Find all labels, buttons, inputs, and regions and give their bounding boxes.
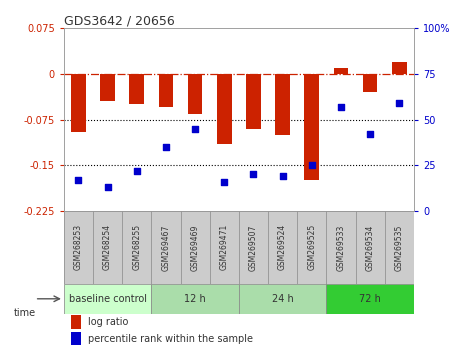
Point bbox=[250, 172, 257, 177]
Bar bbox=[246, 74, 261, 129]
Text: time: time bbox=[14, 308, 36, 318]
Bar bbox=[326, 284, 414, 314]
Text: GSM269507: GSM269507 bbox=[249, 224, 258, 270]
Bar bbox=[275, 74, 290, 135]
Bar bbox=[305, 74, 319, 181]
Text: GSM268253: GSM268253 bbox=[74, 224, 83, 270]
Text: percentile rank within the sample: percentile rank within the sample bbox=[88, 333, 254, 344]
Point bbox=[104, 184, 112, 190]
Bar bbox=[71, 332, 81, 345]
Point bbox=[308, 162, 315, 168]
Text: GSM269525: GSM269525 bbox=[307, 224, 316, 270]
Text: GSM269535: GSM269535 bbox=[395, 224, 404, 270]
Bar bbox=[151, 284, 239, 314]
Bar bbox=[158, 74, 173, 107]
Text: GSM268254: GSM268254 bbox=[103, 224, 112, 270]
Bar bbox=[239, 284, 326, 314]
Point bbox=[133, 168, 140, 173]
Text: 24 h: 24 h bbox=[272, 294, 293, 304]
Point bbox=[366, 131, 374, 137]
Point bbox=[279, 173, 286, 179]
Text: GSM269533: GSM269533 bbox=[336, 224, 345, 270]
Bar bbox=[71, 315, 81, 329]
Text: GDS3642 / 20656: GDS3642 / 20656 bbox=[64, 14, 175, 27]
Point bbox=[395, 100, 403, 106]
Point bbox=[162, 144, 170, 150]
Text: 72 h: 72 h bbox=[359, 294, 381, 304]
Text: GSM268255: GSM268255 bbox=[132, 224, 141, 270]
Text: GSM269471: GSM269471 bbox=[220, 224, 229, 270]
Text: baseline control: baseline control bbox=[69, 294, 147, 304]
Text: GSM269524: GSM269524 bbox=[278, 224, 287, 270]
Bar bbox=[333, 68, 348, 74]
Bar bbox=[64, 284, 151, 314]
Bar bbox=[100, 74, 115, 101]
Point bbox=[75, 177, 82, 183]
Point bbox=[191, 126, 199, 132]
Bar bbox=[188, 74, 202, 114]
Bar bbox=[392, 62, 407, 74]
Text: GSM269469: GSM269469 bbox=[191, 224, 200, 270]
Point bbox=[337, 104, 345, 110]
Text: log ratio: log ratio bbox=[88, 317, 129, 327]
Bar bbox=[217, 74, 232, 144]
Point bbox=[220, 179, 228, 184]
Text: GSM269534: GSM269534 bbox=[366, 224, 375, 270]
Text: GSM269467: GSM269467 bbox=[161, 224, 170, 270]
Bar bbox=[71, 74, 86, 132]
Bar bbox=[130, 74, 144, 104]
Bar bbox=[363, 74, 377, 92]
Text: 12 h: 12 h bbox=[184, 294, 206, 304]
